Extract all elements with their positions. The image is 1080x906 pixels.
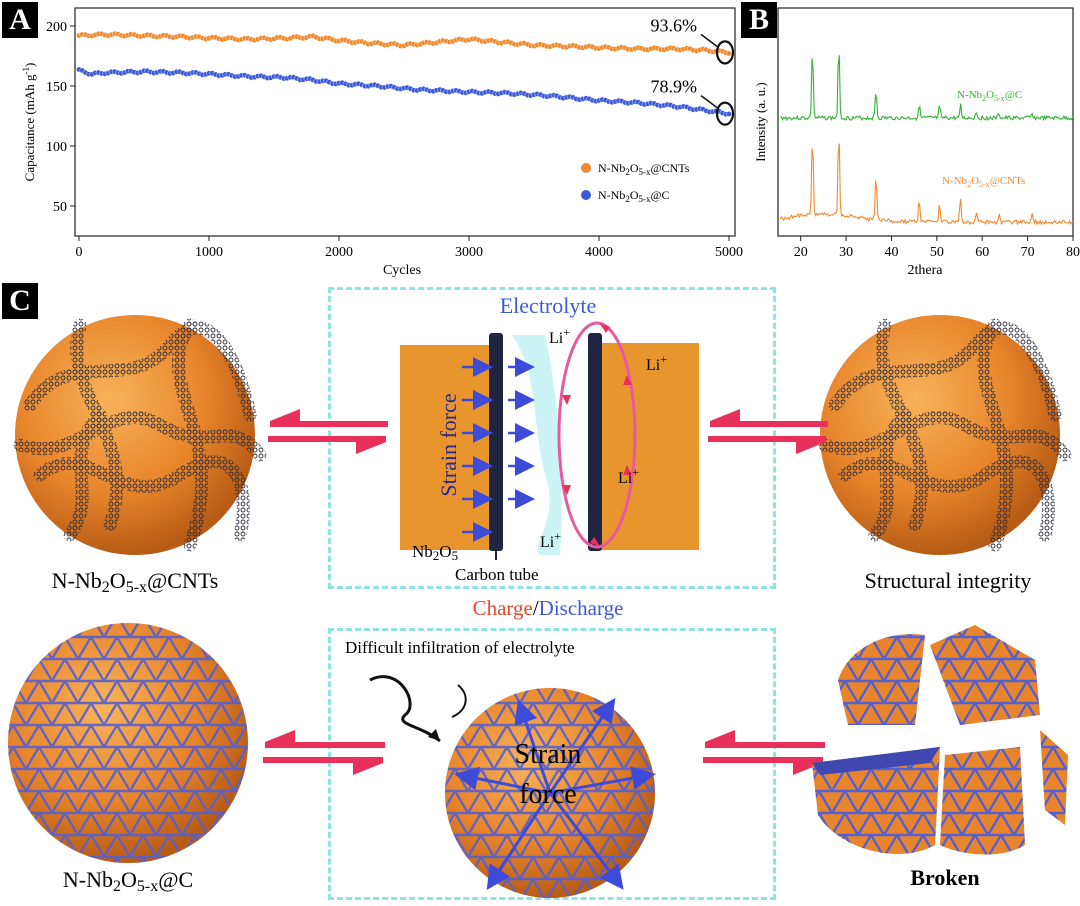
x-tick-label: 1000 xyxy=(195,245,223,260)
endpoint-highlight xyxy=(715,101,735,126)
panel-label-b: B xyxy=(741,2,777,38)
x-tick-label: 40 xyxy=(884,245,898,260)
legend-marker xyxy=(581,190,591,200)
xrd-pattern-cnts xyxy=(779,143,1074,226)
x-axis-label: Cycles xyxy=(383,263,421,278)
plot-frame xyxy=(777,7,1074,237)
nb2o5-label: Nb2O5 xyxy=(412,542,458,563)
legend-marker xyxy=(581,163,591,173)
broken-sphere xyxy=(812,625,1068,855)
y-axis-label: Intensity (a. u.) xyxy=(753,82,768,161)
capacity-chart: 50 100 150 200 0 1000 2000 3000 4000 5000 Capaci… xyxy=(21,7,743,278)
x-tick-label: 80 xyxy=(1066,245,1080,260)
annotation-arrow xyxy=(700,94,718,109)
legend: N-Nb2O5-x@CNTs N-Nb2O5-x@C xyxy=(581,161,690,204)
caption-cnts: N-Nb2O5-x@CNTs xyxy=(52,568,219,596)
equilibrium-arrow-top-left xyxy=(268,409,388,454)
caption-c: N-Nb2O5-x@C xyxy=(63,867,193,895)
x-tick-label: 60 xyxy=(975,245,989,260)
mechanism-schematic: N-Nb2O5-x@CNTs Structural integrity Elec… xyxy=(8,293,1072,898)
electrolyte-region xyxy=(512,335,562,555)
annotation-arrow xyxy=(700,33,718,48)
xrd-pattern-c xyxy=(780,55,1074,122)
y-tick-label: 100 xyxy=(46,140,67,155)
strain-label: Strain xyxy=(515,739,582,770)
legend-label: N-Nb2O5-x@CNTs xyxy=(598,161,690,177)
li-ion-3: Li+ xyxy=(618,465,639,487)
y-tick-label: 150 xyxy=(46,80,67,95)
data-point-cnts xyxy=(726,50,732,57)
li-cycle-arrows xyxy=(562,324,632,546)
y-tick-label: 200 xyxy=(46,20,67,35)
nb2o5-slab-right xyxy=(595,343,699,550)
legend-label: N-Nb2O5-x@C xyxy=(598,188,670,204)
bottom-mechanism-box xyxy=(328,628,776,900)
x-tick-label: 70 xyxy=(1021,245,1035,260)
y-axis-label: Capacitance (mAh g-1) xyxy=(21,63,37,182)
x-axis-label: 2thera xyxy=(908,263,944,278)
x-tick-label: 3000 xyxy=(455,245,483,260)
equilibrium-arrow-top-right xyxy=(708,409,828,454)
series-label-cnts: N-Nb2O5-x@CNTs xyxy=(942,175,1025,189)
x-tick-label: 4000 xyxy=(585,245,613,260)
series-label-c: N-Nb2O5-x@C xyxy=(957,89,1022,103)
x-tick-label: 50 xyxy=(930,245,944,260)
strained-sphere: Strain force xyxy=(445,688,656,898)
li-ion-2: Li+ xyxy=(646,352,667,374)
x-tick-label: 20 xyxy=(794,245,808,260)
caption-broken: Broken xyxy=(910,865,979,890)
annotation-label: 93.6% xyxy=(651,15,698,35)
tri-sphere-left xyxy=(8,623,248,863)
li-ion-4: Li+ xyxy=(540,529,561,551)
endpoint-highlight xyxy=(715,40,735,65)
infiltration-label: Difficult infiltration of electrolyte xyxy=(345,638,575,657)
li-ion-1: Li+ xyxy=(549,325,570,347)
strain-arrows xyxy=(462,357,535,542)
y-tick-label: 50 xyxy=(53,200,67,215)
annotation-label: 78.9% xyxy=(651,77,698,97)
x-tick-label: 5000 xyxy=(715,245,743,260)
cnt-sphere-right xyxy=(818,315,1072,555)
infiltration-arrow xyxy=(369,675,441,743)
x-tick-label: 30 xyxy=(839,245,853,260)
carbon-tube-label: Carbon tube xyxy=(455,565,539,584)
carbon-tube-right xyxy=(588,333,602,551)
strain-force-label: Strain force xyxy=(436,393,461,496)
nb2o5-slab-left xyxy=(400,345,495,550)
x-tick-label: 0 xyxy=(76,245,83,260)
li-ion-cycle xyxy=(557,321,637,549)
x-tick-label: 2000 xyxy=(325,245,353,260)
force-label: force xyxy=(519,779,577,810)
equilibrium-arrow-bottom-left xyxy=(263,730,385,775)
charge-discharge-label: Charge/Discharge xyxy=(473,596,624,620)
panel-label-a: A xyxy=(2,2,38,38)
caption-integrity: Structural integrity xyxy=(865,568,1032,593)
panel-label-c: C xyxy=(2,283,38,319)
carbon-tube-left xyxy=(489,333,503,551)
electrolyte-label: Electrolyte xyxy=(500,293,597,318)
equilibrium-arrow-bottom-right xyxy=(703,730,825,775)
xrd-chart: 20 30 40 50 60 70 80 Intensity (a. u.) 2thera … xyxy=(753,7,1080,278)
data-point-c xyxy=(726,111,732,117)
cnt-sphere-left xyxy=(13,315,267,555)
plot-frame xyxy=(74,7,736,237)
